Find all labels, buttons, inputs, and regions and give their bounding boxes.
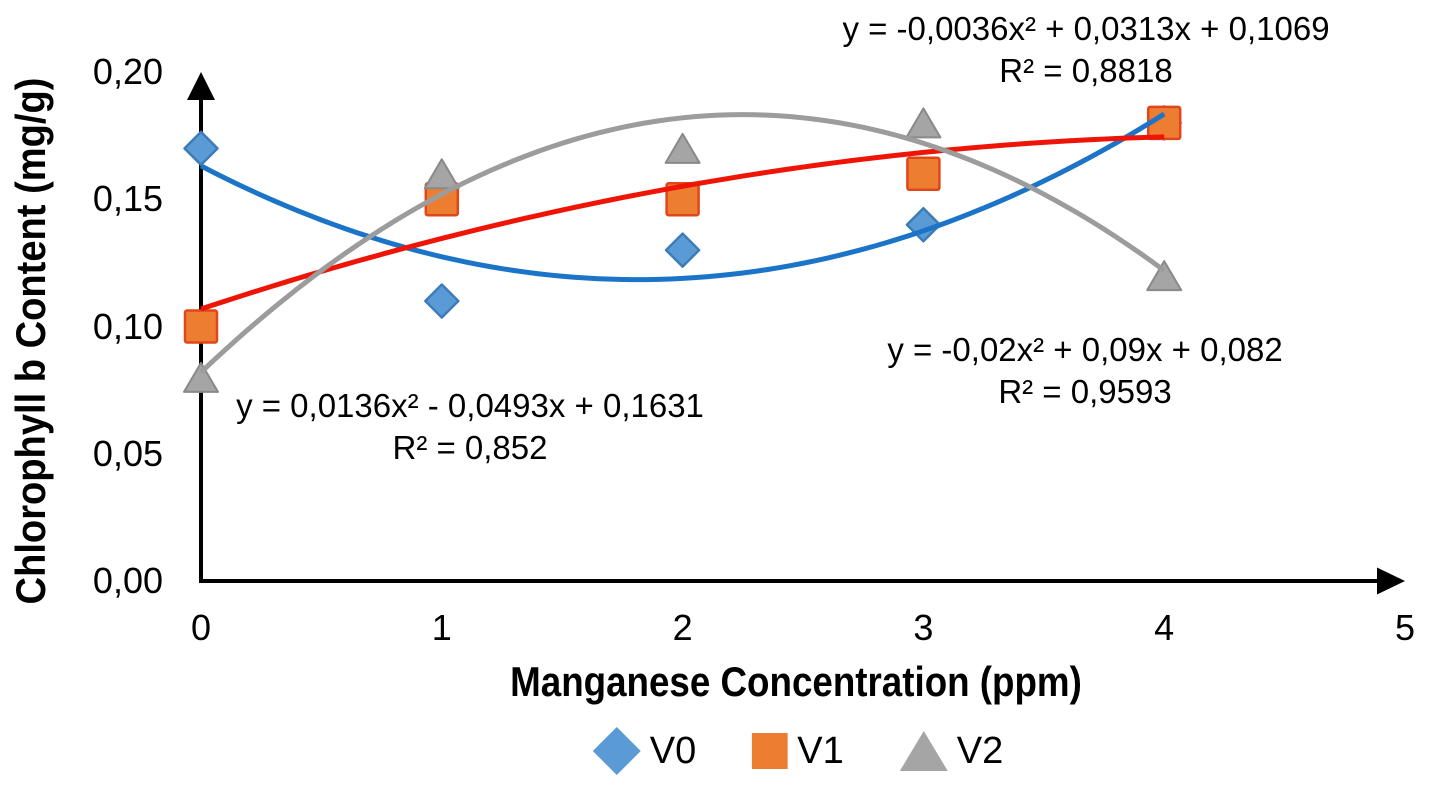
y-tick-label: 0,20 [92,51,163,92]
trendline-v1 [200,134,1165,312]
marker-v0-point1 [424,283,460,319]
legend-marker-shape [899,731,948,771]
legend-marker-shape [752,733,789,769]
x-axis-title: Manganese Concentration (ppm) [510,658,1082,705]
y-axis-title: Chlorophyll b Content (mg/g) [7,77,54,605]
marker-v0-point0 [183,130,219,167]
y-tick-label: 0,00 [92,560,163,601]
legend-marker-square [752,733,789,769]
x-tick-label: 3 [913,607,934,648]
marker-v2-point4 [1146,260,1183,292]
marker-v2-point2 [664,132,701,164]
trendline-label-v0: y = 0,0136x² - 0,0493x + 0,1631 R² = 0,8… [236,385,704,469]
trendline-v0 [199,111,1166,283]
marker-v1-point2 [665,182,700,217]
legend-label-v0: V0 [649,730,697,772]
legend-marker-triangle [899,731,948,771]
legend-marker-shape [592,727,641,775]
y-tick-label: 0,10 [92,305,163,347]
legend-marker-diamond [592,727,641,775]
trendline-v2 [199,112,1166,375]
legend-label-v2: V2 [956,730,1004,772]
marker-v2-point0 [183,361,219,393]
marker-v0-point2 [664,232,701,268]
y-tick-label: 0,05 [92,432,163,474]
legend-entry-v2: V2 [899,727,1004,775]
trendline-label-v2: y = -0,02x² + 0,09x + 0,082 R² = 0,9593 [887,329,1282,413]
legend-entry-v1: V1 [752,727,844,775]
trendline-equation-v2: y = -0,02x² + 0,09x + 0,082 [887,331,1283,368]
trendline-equation-v1: y = -0,0036x² + 0,0313x + 0,1069 [842,10,1330,47]
y-tick-label: 0,15 [92,178,163,220]
marker-v1-point3 [906,156,941,192]
x-axis-arrowhead [1377,567,1405,595]
y-axis-arrowhead [187,72,215,100]
legend-label-v1: V1 [797,730,844,772]
trendline-r2-v2: R² = 0,9593 [998,373,1172,410]
marker-v1-point0 [183,309,219,344]
x-tick-label: 0 [190,607,212,648]
x-tick-label: 1 [431,607,452,648]
marker-v2-point1 [423,158,460,190]
trendline-label-v1: y = -0,0036x² + 0,0313x + 0,1069 R² = 0,… [842,8,1329,92]
x-tick-label: 5 [1394,607,1416,648]
trendline-r2-v1: R² = 0,8818 [999,52,1173,89]
marker-v2-point3 [905,107,942,139]
trendline-equation-v0: y = 0,0136x² - 0,0493x + 0,1631 [236,387,704,424]
legend-entry-v0: V0 [592,727,697,775]
x-tick-label: 2 [672,607,693,648]
legend: V0 V1 V2 [592,727,1004,775]
x-tick-label: 4 [1154,607,1175,648]
trendline-r2-v0: R² = 0,852 [392,429,548,466]
